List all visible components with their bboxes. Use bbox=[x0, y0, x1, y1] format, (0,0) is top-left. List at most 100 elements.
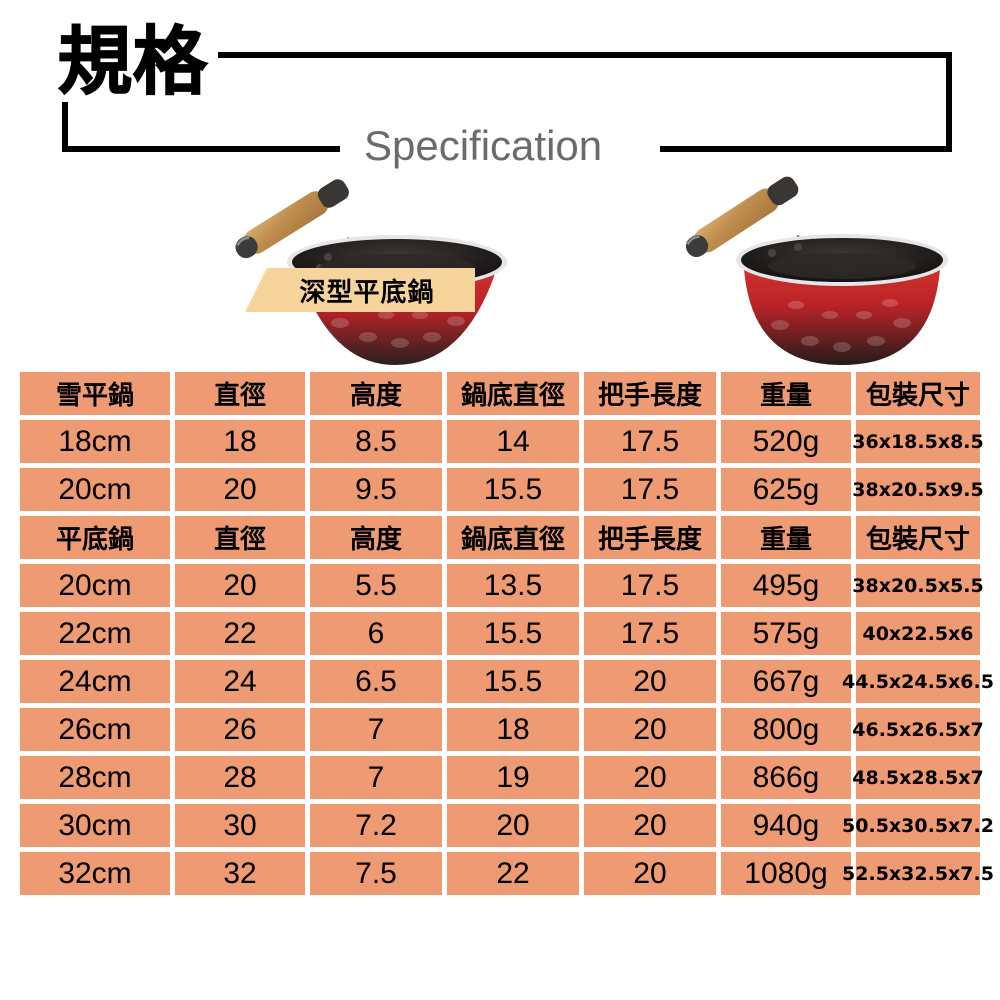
table-column-header: 把手長度 bbox=[584, 516, 716, 559]
table-cell: 26cm bbox=[20, 708, 170, 751]
product-label-banner-deep-frying-pan: 深型平底鍋 bbox=[245, 268, 475, 312]
table-cell: 14 bbox=[447, 420, 579, 463]
yukihira-pan-illustration bbox=[685, 176, 948, 365]
table-cell: 20 bbox=[175, 468, 305, 511]
table-row: 26cm 26 7 18 20 800g 46.5x26.5x7 bbox=[20, 708, 984, 751]
table-cell: 46.5x26.5x7 bbox=[852, 708, 984, 751]
table-cell: 866g bbox=[721, 756, 851, 799]
table-cell: 32cm bbox=[20, 852, 170, 895]
table-cell: 7 bbox=[310, 708, 442, 751]
table-cell: 17.5 bbox=[584, 612, 716, 655]
table-cell: 6.5 bbox=[310, 660, 442, 703]
table-cell: 1080g bbox=[721, 852, 851, 895]
table-cell: 24 bbox=[175, 660, 305, 703]
table-cell: 20 bbox=[584, 804, 716, 847]
deep-frying-pan-illustration bbox=[235, 179, 507, 365]
table-cell: 32 bbox=[175, 852, 305, 895]
table-cell: 48.5x28.5x7 bbox=[852, 756, 984, 799]
table-cell: 20 bbox=[175, 564, 305, 607]
table-cell: 20 bbox=[447, 804, 579, 847]
table-section-title: 平底鍋 bbox=[20, 516, 170, 559]
table-cell: 800g bbox=[721, 708, 851, 751]
table-cell: 50.5x30.5x7.2 bbox=[842, 804, 994, 847]
table-cell: 13.5 bbox=[447, 564, 579, 607]
table-cell: 28cm bbox=[20, 756, 170, 799]
table-cell: 15.5 bbox=[447, 660, 579, 703]
product-image-deep-frying-pan: 深型平底鍋 bbox=[180, 165, 610, 365]
table-cell: 18cm bbox=[20, 420, 170, 463]
table-cell: 575g bbox=[721, 612, 851, 655]
table-column-header: 直徑 bbox=[175, 372, 305, 415]
table-cell: 38x20.5x5.5 bbox=[852, 564, 984, 607]
table-cell: 6 bbox=[310, 612, 442, 655]
table-cell: 24cm bbox=[20, 660, 170, 703]
table-cell: 22cm bbox=[20, 612, 170, 655]
table-cell: 26 bbox=[175, 708, 305, 751]
table-cell: 20cm bbox=[20, 564, 170, 607]
header-frame-left-line bbox=[62, 98, 68, 152]
table-cell: 28 bbox=[175, 756, 305, 799]
table-cell: 20 bbox=[584, 756, 716, 799]
table-cell: 7.2 bbox=[310, 804, 442, 847]
table-cell: 5.5 bbox=[310, 564, 442, 607]
table-column-header: 鍋底直徑 bbox=[447, 372, 579, 415]
table-cell: 17.5 bbox=[584, 468, 716, 511]
table-cell: 44.5x24.5x6.5 bbox=[842, 660, 994, 703]
product-image-yukihira-pan: 雪平鍋 bbox=[640, 165, 1000, 365]
table-cell: 36x18.5x8.5 bbox=[852, 420, 984, 463]
table-cell: 495g bbox=[721, 564, 851, 607]
specification-table: 雪平鍋 直徑 高度 鍋底直徑 把手長度 重量 包裝尺寸 18cm 18 8.5 14 17.5 520g… bbox=[20, 372, 994, 900]
table-row: 32cm 32 7.5 22 20 1080g 52.5x32.5x7.5 bbox=[20, 852, 994, 895]
page-title: 規格 bbox=[52, 21, 214, 103]
table-row: 22cm 22 6 15.5 17.5 575g 40x22.5x6 bbox=[20, 612, 980, 655]
table-cell: 520g bbox=[721, 420, 851, 463]
table-cell: 8.5 bbox=[310, 420, 442, 463]
table-row: 18cm 18 8.5 14 17.5 520g 36x18.5x8.5 bbox=[20, 420, 984, 463]
table-header-row: 平底鍋 直徑 高度 鍋底直徑 把手長度 重量 包裝尺寸 bbox=[20, 516, 980, 559]
product-showcase: 深型平底鍋 bbox=[0, 165, 1000, 365]
table-row: 28cm 28 7 19 20 866g 48.5x28.5x7 bbox=[20, 756, 984, 799]
table-cell: 38x20.5x9.5 bbox=[852, 468, 984, 511]
table-column-header: 包裝尺寸 bbox=[856, 372, 980, 415]
table-cell: 15.5 bbox=[447, 612, 579, 655]
table-cell: 40x22.5x6 bbox=[856, 612, 980, 655]
product-label-text: 深型平底鍋 bbox=[299, 277, 435, 308]
table-cell: 9.5 bbox=[310, 468, 442, 511]
table-column-header: 高度 bbox=[310, 516, 442, 559]
page-subtitle: Specification bbox=[350, 122, 617, 170]
table-column-header: 重量 bbox=[721, 516, 851, 559]
header-frame-bottom-right-line bbox=[660, 146, 952, 152]
table-cell: 18 bbox=[175, 420, 305, 463]
table-cell: 17.5 bbox=[584, 420, 716, 463]
table-cell: 20 bbox=[584, 852, 716, 895]
table-column-header: 高度 bbox=[310, 372, 442, 415]
table-cell: 19 bbox=[447, 756, 579, 799]
table-cell: 20 bbox=[584, 660, 716, 703]
table-cell: 625g bbox=[721, 468, 851, 511]
table-cell: 20cm bbox=[20, 468, 170, 511]
table-cell: 940g bbox=[721, 804, 851, 847]
table-column-header: 把手長度 bbox=[584, 372, 716, 415]
table-cell: 20 bbox=[584, 708, 716, 751]
table-cell: 17.5 bbox=[584, 564, 716, 607]
table-cell: 15.5 bbox=[447, 468, 579, 511]
table-cell: 30cm bbox=[20, 804, 170, 847]
table-cell: 18 bbox=[447, 708, 579, 751]
table-row: 20cm 20 9.5 15.5 17.5 625g 38x20.5x9.5 bbox=[20, 468, 984, 511]
table-cell: 22 bbox=[175, 612, 305, 655]
table-row: 24cm 24 6.5 15.5 20 667g 44.5x24.5x6.5 bbox=[20, 660, 994, 703]
table-row: 30cm 30 7.2 20 20 940g 50.5x30.5x7.2 bbox=[20, 804, 994, 847]
page-header: 規格 Specification bbox=[0, 0, 1000, 175]
table-cell: 7 bbox=[310, 756, 442, 799]
table-cell: 22 bbox=[447, 852, 579, 895]
table-cell: 52.5x32.5x7.5 bbox=[842, 852, 994, 895]
table-cell: 7.5 bbox=[310, 852, 442, 895]
table-column-header: 包裝尺寸 bbox=[856, 516, 980, 559]
header-frame-bottom-left-line bbox=[62, 146, 340, 152]
table-column-header: 鍋底直徑 bbox=[447, 516, 579, 559]
header-frame-right-line bbox=[946, 52, 952, 152]
table-section-title: 雪平鍋 bbox=[20, 372, 170, 415]
table-header-row: 雪平鍋 直徑 高度 鍋底直徑 把手長度 重量 包裝尺寸 bbox=[20, 372, 980, 415]
header-frame-top-line bbox=[218, 52, 952, 58]
table-column-header: 直徑 bbox=[175, 516, 305, 559]
